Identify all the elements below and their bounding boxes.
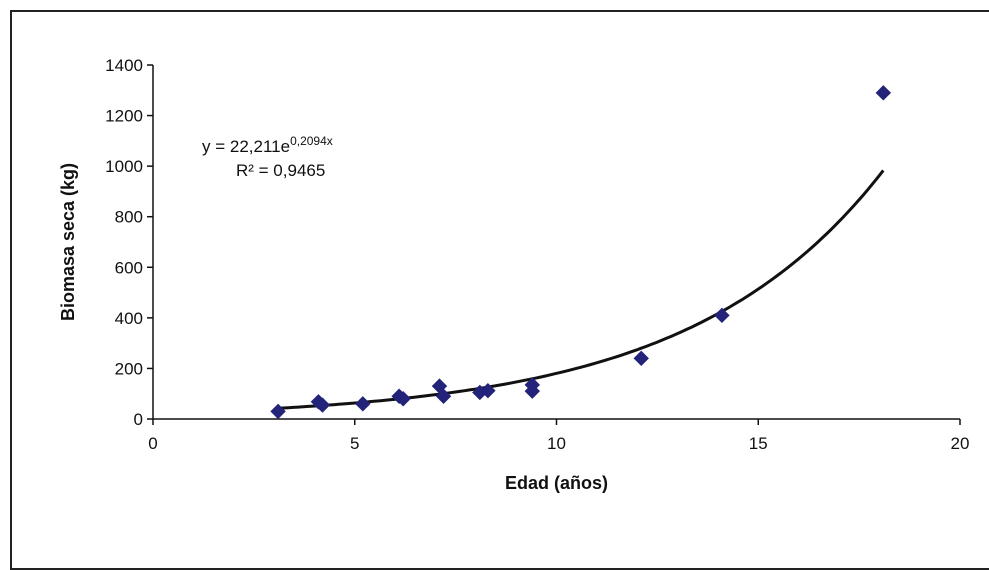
x-tick-label: 0	[148, 434, 157, 453]
scatter-chart: 0 200 400 600 800 1000 1200 1400 0 5 10 15 20 Edad (a…	[58, 56, 970, 493]
data-point	[875, 85, 892, 101]
data-point	[633, 350, 649, 367]
data-point	[395, 391, 411, 407]
y-axis-title: Biomasa seca (kg)	[58, 163, 78, 321]
y-tick-label: 1400	[105, 56, 143, 75]
y-tick-label: 400	[115, 309, 143, 328]
data-point	[435, 388, 452, 404]
data-point	[480, 382, 496, 399]
y-tick-label: 600	[115, 258, 143, 277]
x-tick-label: 15	[749, 434, 768, 453]
trendline	[278, 169, 885, 410]
x-tick-label: 10	[547, 434, 566, 453]
y-tick-label: 800	[115, 208, 143, 227]
y-tick-label: 0	[134, 410, 143, 429]
x-tick-label: 5	[350, 434, 359, 453]
x-axis-title: Edad (años)	[505, 473, 608, 493]
x-tick-label: 20	[951, 434, 970, 453]
trendline-equation: y = 22,211e0,2094x	[202, 134, 333, 156]
data-point	[314, 397, 331, 413]
chart-frame: 0 200 400 600 800 1000 1200 1400 0 5 10 15 20 Edad (a…	[10, 10, 989, 570]
data-point	[355, 396, 371, 412]
data-point	[714, 307, 730, 324]
r-squared-label: R² = 0,9465	[236, 161, 326, 180]
data-point	[524, 383, 540, 399]
data-point	[270, 403, 286, 420]
y-tick-label: 1000	[105, 157, 143, 176]
y-tick-label: 1200	[105, 107, 143, 126]
y-tick-label: 200	[115, 359, 143, 378]
